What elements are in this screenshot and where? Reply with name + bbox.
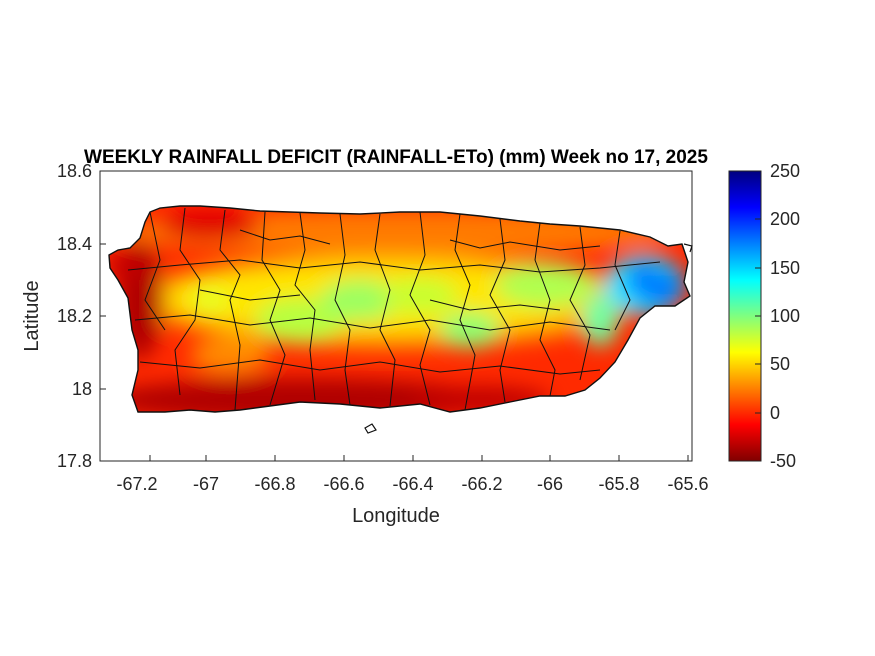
x-tick-label: -67.2 xyxy=(116,474,157,494)
y-tick-label: 18 xyxy=(72,379,92,399)
caja-de-muertos-island xyxy=(364,423,377,434)
y-tick-labels: 17.8 18 18.2 18.4 18.6 xyxy=(57,161,92,471)
chart-title: WEEKLY RAINFALL DEFICIT (RAINFALL-ETo) (… xyxy=(84,147,708,168)
x-tick-labels: -67.2 -67 -66.8 -66.6 -66.4 -66.2 -66 -6… xyxy=(116,474,708,494)
y-tick-label: 17.8 xyxy=(57,451,92,471)
y-tick-label: 18.6 xyxy=(57,161,92,181)
x-tick-label: -66.8 xyxy=(254,474,295,494)
y-axis-label: Latitude xyxy=(21,280,43,351)
x-tick-label: -66.2 xyxy=(461,474,502,494)
colorbar-tick-label: 150 xyxy=(770,258,800,278)
colorbar-tick-label: -50 xyxy=(770,451,796,471)
x-axis-label: Longitude xyxy=(352,505,440,527)
x-tick-label: -65.6 xyxy=(667,474,708,494)
colorbar-tick-label: 250 xyxy=(770,161,800,181)
colorbar-tick-label: 200 xyxy=(770,209,800,229)
colorbar-ticks xyxy=(755,170,761,462)
y-tick-label: 18.2 xyxy=(57,306,92,326)
northeast-islet xyxy=(683,243,693,253)
axis-ticks xyxy=(100,170,689,462)
y-tick-label: 18.4 xyxy=(57,234,92,254)
x-tick-label: -65.8 xyxy=(598,474,639,494)
colorbar-tick-labels: -50 0 50 100 150 200 250 xyxy=(770,161,800,471)
colorbar-tick-label: 50 xyxy=(770,354,790,374)
municipality-boundaries xyxy=(127,207,661,411)
colorbar-tick-label: 100 xyxy=(770,306,800,326)
x-tick-label: -66 xyxy=(537,474,563,494)
x-tick-label: -67 xyxy=(193,474,219,494)
x-tick-label: -66.6 xyxy=(323,474,364,494)
x-tick-label: -66.4 xyxy=(392,474,433,494)
colorbar-tick-label: 0 xyxy=(770,403,780,423)
